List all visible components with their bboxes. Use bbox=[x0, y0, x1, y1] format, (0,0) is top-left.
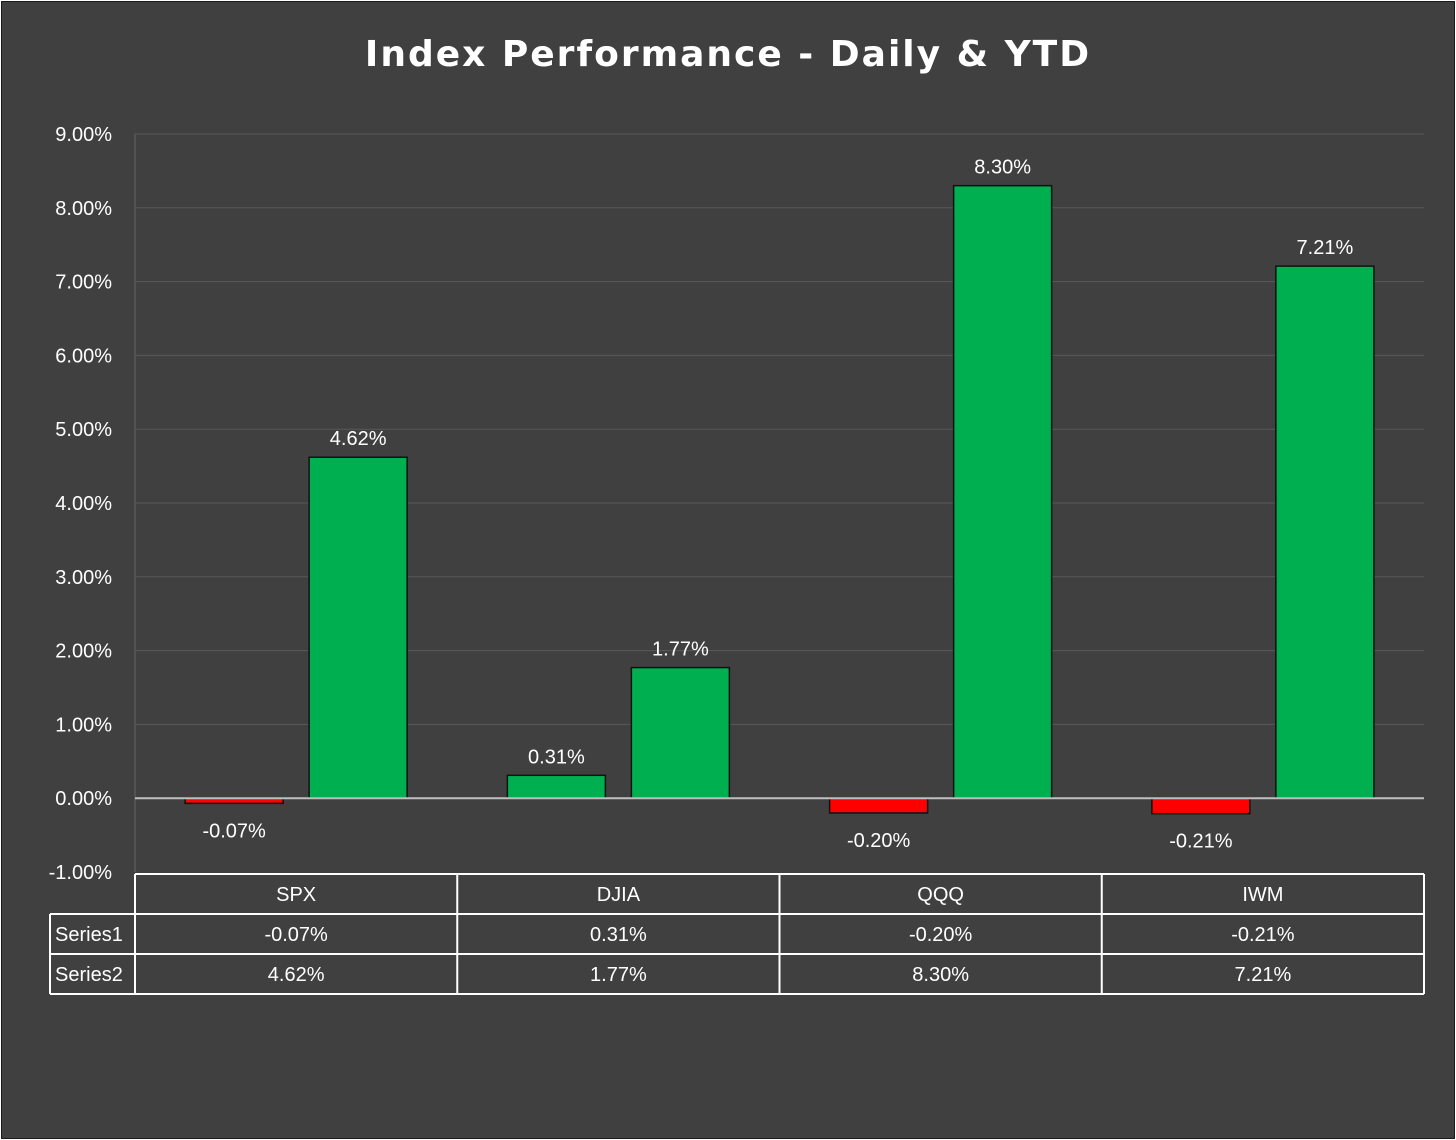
table-cell: -0.21% bbox=[1231, 924, 1295, 946]
y-axis-ticks: 9.00% 8.00% 7.00% 6.00% 5.00% 4.00% 3.00% 2.00%… bbox=[49, 124, 113, 884]
y-tick-label: 1.00% bbox=[55, 714, 112, 736]
bar-djia-series2 bbox=[630, 666, 731, 799]
table-cell: 1.77% bbox=[590, 964, 647, 986]
data-label: 8.30% bbox=[974, 157, 1031, 179]
y-tick-label: 9.00% bbox=[55, 124, 112, 146]
bar-qqq-series1 bbox=[828, 797, 929, 814]
table-cell: 0.31% bbox=[590, 924, 647, 946]
table-cell: 7.21% bbox=[1235, 964, 1292, 986]
y-tick-label: 5.00% bbox=[55, 419, 112, 441]
x-tick-label: IWM bbox=[1242, 884, 1283, 906]
bar-iwm-series2 bbox=[1275, 265, 1375, 799]
y-tick-label: 0.00% bbox=[55, 788, 112, 810]
legend-series-name: Series2 bbox=[55, 964, 123, 986]
table-cell: -0.07% bbox=[264, 924, 328, 946]
y-tick-label: 2.00% bbox=[55, 641, 112, 663]
data-label: 4.62% bbox=[330, 428, 387, 450]
data-labels: -0.07% 4.62% 0.31% 1.77% -0.20% 8.30% -0.21% 7.… bbox=[202, 157, 1353, 853]
y-tick-label: 8.00% bbox=[55, 198, 112, 220]
data-label: 1.77% bbox=[652, 639, 709, 661]
bar-djia-series1 bbox=[506, 774, 607, 799]
legend-series-name: Series1 bbox=[55, 924, 123, 946]
y-tick-label: 4.00% bbox=[55, 493, 112, 515]
bar-iwm-series1 bbox=[1151, 797, 1251, 815]
data-label: 7.21% bbox=[1297, 237, 1354, 259]
axes bbox=[134, 134, 1424, 872]
table-cell: 8.30% bbox=[912, 964, 969, 986]
bar-qqq-series2 bbox=[952, 184, 1053, 799]
x-tick-label: QQQ bbox=[917, 884, 964, 906]
x-tick-label: DJIA bbox=[597, 884, 641, 906]
y-tick-label: 7.00% bbox=[55, 272, 112, 294]
y-tick-label: -1.00% bbox=[49, 862, 113, 884]
bar-spx-series2 bbox=[308, 456, 408, 799]
data-label: -0.21% bbox=[1169, 831, 1233, 853]
table-cell: 4.62% bbox=[268, 964, 325, 986]
data-label: -0.20% bbox=[847, 830, 911, 852]
y-tick-label: 3.00% bbox=[55, 567, 112, 589]
data-label: -0.07% bbox=[202, 820, 266, 842]
data-table: SPX DJIA QQQ IWM Series1 -0.07% 0.31% -0.20% -0.… bbox=[49, 873, 1425, 995]
y-tick-label: 6.00% bbox=[55, 345, 112, 367]
x-tick-label: SPX bbox=[276, 884, 316, 906]
bars bbox=[184, 184, 1375, 815]
data-label: 0.31% bbox=[528, 746, 585, 768]
table-cell: -0.20% bbox=[909, 924, 973, 946]
chart-title: Index Performance - Daily & YTD bbox=[365, 34, 1091, 75]
